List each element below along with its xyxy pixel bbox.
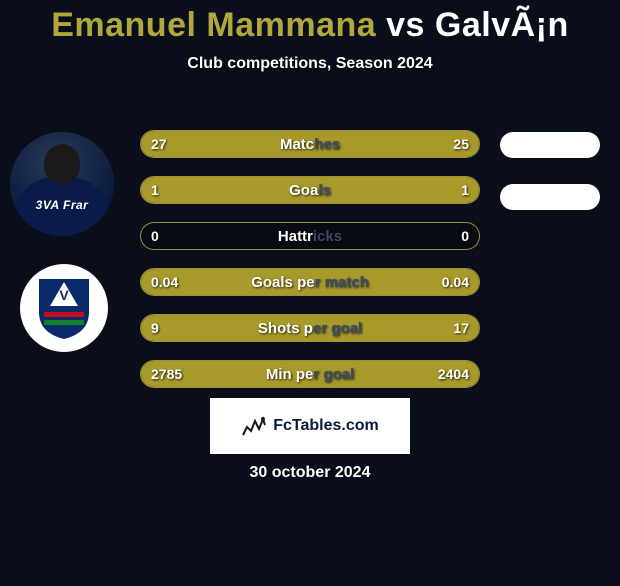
- stat-value-left: 2785: [151, 361, 182, 387]
- date-line: 30 october 2024: [0, 464, 620, 482]
- blank-pill: [500, 184, 600, 210]
- stat-value-left: 9: [151, 315, 159, 341]
- stat-value-left: 27: [151, 131, 167, 157]
- fctables-text: FcTables.com: [273, 417, 379, 435]
- stat-value-right: 1: [461, 177, 469, 203]
- stat-label: Matches: [141, 131, 479, 157]
- jersey-sponsor-text: 3VA Frar: [10, 198, 114, 212]
- svg-text:V: V: [59, 287, 69, 303]
- stat-label: Min per goal: [141, 361, 479, 387]
- title-player1: Emanuel Mammana: [51, 6, 376, 44]
- stat-value-left: 0.04: [151, 269, 178, 295]
- page-title: Emanuel Mammana vs GalvÃ¡n: [0, 6, 620, 45]
- stat-label: Hattricks: [141, 223, 479, 249]
- stat-row: Hattricks0 0: [140, 222, 480, 250]
- player1-head: [44, 144, 80, 184]
- club-badge: V: [20, 264, 108, 352]
- stat-value-left: 0: [151, 223, 159, 249]
- stat-label: Goals: [141, 177, 479, 203]
- stat-row: Shots per goal9 17: [140, 314, 480, 342]
- blank-pill: [500, 132, 600, 158]
- stat-value-left: 1: [151, 177, 159, 203]
- comparison-card: Emanuel Mammana vs GalvÃ¡n Club competit…: [0, 6, 620, 586]
- stat-row: Goals per match0.04 0.04: [140, 268, 480, 296]
- stat-row: Goals1 1: [140, 176, 480, 204]
- right-pill-column: [500, 132, 600, 236]
- stat-label: Shots per goal: [141, 315, 479, 341]
- stats-table: Matches27 25 Goals1 1 Hattricks0 0 Goals per m…: [140, 130, 480, 406]
- stat-row: Min per goal2785 2404: [140, 360, 480, 388]
- title-player2: GalvÃ¡n: [435, 6, 569, 44]
- subtitle: Club competitions, Season 2024: [0, 55, 620, 73]
- stat-value-right: 0: [461, 223, 469, 249]
- stat-value-right: 25: [453, 131, 469, 157]
- stat-value-right: 17: [453, 315, 469, 341]
- fctables-badge: FcTables.com: [210, 398, 410, 454]
- stat-row: Matches27 25: [140, 130, 480, 158]
- player1-photo: 3VA Frar: [10, 132, 114, 236]
- fctables-logo-icon: [241, 415, 267, 437]
- title-vs: vs: [386, 6, 425, 44]
- stat-value-right: 2404: [438, 361, 469, 387]
- stat-label: Goals per match: [141, 269, 479, 295]
- club-shield-icon: V: [36, 276, 92, 340]
- stat-value-right: 0.04: [442, 269, 469, 295]
